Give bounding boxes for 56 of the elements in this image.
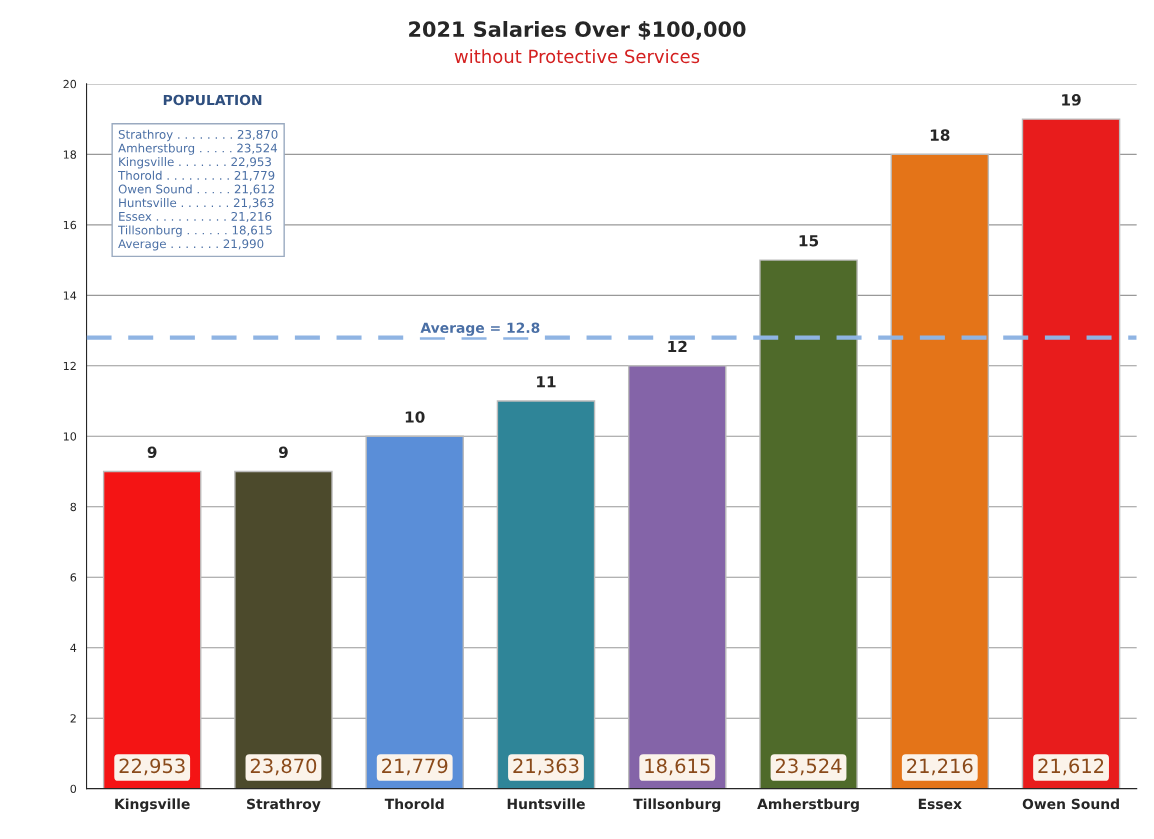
y-tick-label: 0 [70, 784, 77, 794]
y-tick-label: 8 [70, 502, 77, 512]
y-tick-label: 18 [63, 150, 77, 159]
bar [627, 365, 727, 789]
y-tick-label: 4 [70, 643, 77, 652]
annotation: 21,363 [513, 758, 579, 776]
bar [234, 470, 333, 789]
bar [759, 259, 858, 789]
bar [890, 153, 990, 789]
data-label: 19 [1062, 94, 1081, 106]
x-tick-label: Essex [918, 798, 962, 810]
bar [365, 435, 464, 789]
y-tick-label: 12 [63, 361, 76, 371]
annotation: Thorold . . . . . . . . . 21,779 [118, 170, 275, 182]
x-tick-label: Strathroy [247, 798, 321, 812]
annotation: Kingsville . . . . . . . 22,953 [119, 157, 271, 169]
chart-subtitle: without Protective Services [454, 49, 700, 64]
x-tick-label: Kingsville [115, 798, 190, 812]
data-label: 9 [278, 446, 288, 458]
annotation: 23,870 [250, 758, 317, 776]
annotation: 21,779 [382, 758, 448, 776]
annotation: 21,216 [907, 758, 973, 776]
data-label: 10 [405, 411, 425, 423]
data-label: 9 [147, 446, 157, 458]
y-tick-label: 16 [63, 220, 77, 230]
annotation: Essex . . . . . . . . . . 21,216 [119, 211, 272, 223]
x-tick-label: Owen Sound [1022, 798, 1119, 810]
annotation: Huntsville . . . . . . . 21,363 [119, 198, 274, 209]
bar [496, 400, 596, 789]
annotation: 21,612 [1038, 758, 1104, 776]
annotation: 22,953 [119, 758, 185, 776]
x-tick-label: Amherstburg [757, 798, 859, 812]
y-tick-label: 14 [63, 291, 77, 300]
annotation: Tillsonburg . . . . . . 18,615 [118, 225, 272, 237]
y-tick-label: 10 [63, 432, 77, 441]
x-tick-label: Huntsville [507, 798, 585, 810]
data-label: 18 [930, 129, 950, 141]
annotation: Amherstburg . . . . . 23,524 [118, 143, 278, 155]
x-tick-label: Thorold [384, 798, 444, 810]
y-tick-label: 20 [63, 79, 77, 89]
annotation: POPULATION [163, 94, 262, 106]
bar [1021, 118, 1121, 789]
annotation: Owen Sound . . . . . 21,612 [118, 184, 275, 195]
annotation: 18,615 [645, 758, 710, 776]
data-label: 12 [668, 340, 687, 353]
annotation: Average . . . . . . . 21,990 [118, 239, 264, 251]
chart-title: 2021 Salaries Over $100,000 [409, 20, 746, 40]
annotation: 23,524 [775, 758, 842, 776]
x-tick-label: Tillsonburg [633, 798, 721, 812]
data-label: 11 [537, 376, 556, 388]
y-tick-label: 6 [70, 573, 77, 582]
y-tick-label: 2 [70, 714, 76, 723]
bar [102, 470, 202, 789]
data-label: 15 [799, 235, 819, 247]
ref-line-label: Average = 12.8 [420, 322, 540, 336]
annotation: Strathroy . . . . . . . . 23,870 [118, 129, 278, 142]
